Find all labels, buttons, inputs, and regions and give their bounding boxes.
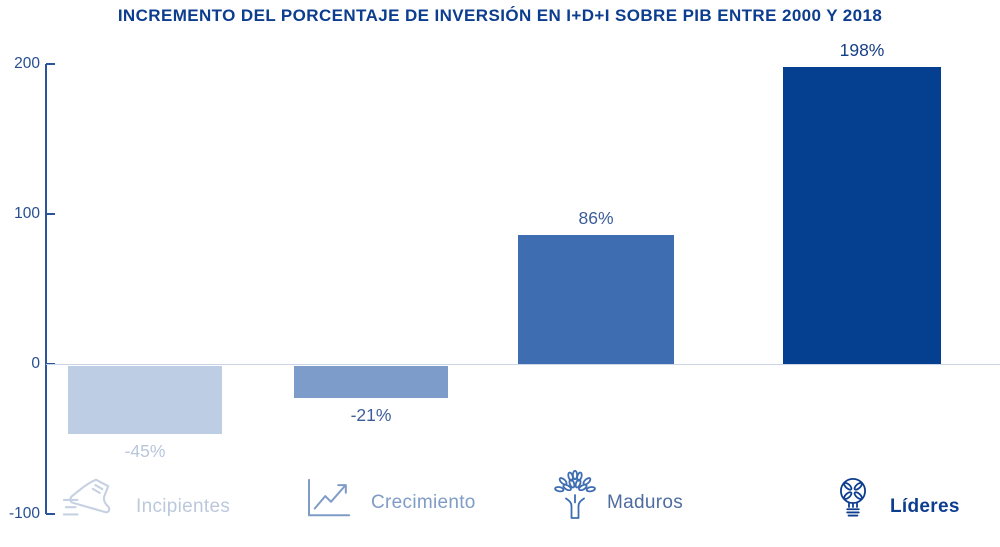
bar-group-crecimiento: -21%: [294, 0, 448, 547]
tick-mark: [46, 213, 55, 215]
value-label-crecimiento: -21%: [350, 404, 392, 425]
category-crecimiento: Crecimiento: [306, 476, 476, 520]
category-maduros: Maduros: [552, 470, 683, 520]
category-label-incipientes: Incipientes: [136, 496, 231, 517]
category-label-crecimiento: Crecimiento: [371, 492, 476, 513]
value-label-maduros: 86%: [578, 208, 614, 228]
y-axis: [45, 64, 47, 514]
tick-mark: [46, 63, 55, 65]
tick-label: -100: [8, 505, 40, 522]
bar-crecimiento: [294, 366, 448, 398]
category-label-maduros: Maduros: [607, 492, 684, 513]
growth-chart-icon: [307, 478, 351, 517]
tick-label: 200: [14, 55, 40, 72]
tick-mark: [46, 513, 55, 515]
category-label-lideres: Líderes: [890, 496, 960, 517]
bar-lideres: [783, 67, 941, 364]
value-label-lideres: 198%: [839, 40, 885, 60]
category-incipientes: Incipientes: [62, 470, 230, 524]
zero-gridline: [46, 364, 1000, 365]
value-label-incipientes: -45%: [124, 440, 166, 461]
bar-incipientes: [68, 366, 222, 434]
tree-icon: [554, 470, 596, 519]
bar-maduros: [518, 235, 674, 364]
chart-title: INCREMENTO DEL PORCENTAJE DE INVERSIÓN E…: [117, 6, 883, 25]
bar-group-incipientes: -45%: [68, 0, 222, 547]
bar-group-lideres: 198%: [783, 0, 941, 547]
lightbulb-icon: [840, 477, 866, 517]
running-shoe-icon: [62, 478, 111, 516]
tick-label: 100: [14, 205, 40, 222]
bar-group-maduros: 86%: [518, 0, 674, 547]
category-lideres: Líderes: [836, 474, 960, 524]
tick-label: 0: [31, 355, 40, 372]
